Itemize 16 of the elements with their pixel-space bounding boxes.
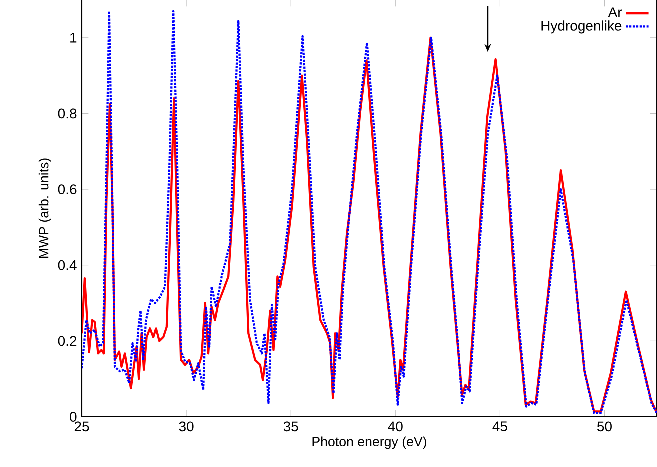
x-tick-label: 35: [284, 422, 298, 432]
y-tick-label: 0.8: [58, 108, 77, 119]
x-axis-title: Photon energy (eV): [312, 436, 426, 450]
y-tick-label: 0.6: [58, 184, 77, 194]
y-tick-label: 0.4: [58, 260, 77, 270]
x-tick-label: 50: [598, 422, 612, 432]
y-tick-label: 1: [70, 33, 77, 43]
y-tick-label: 0.2: [58, 336, 77, 346]
legend-label: Ar: [608, 8, 622, 18]
x-tick-label: 40: [388, 422, 403, 432]
y-axis-title: MWP (arb. units): [38, 158, 52, 258]
legend-label: Hydrogenlike: [542, 20, 622, 34]
x-tick-label: 45: [492, 422, 508, 432]
y-tick-label: 0: [70, 412, 77, 422]
x-tick-label: 25: [74, 422, 90, 432]
x-tick-label: 30: [179, 422, 194, 432]
